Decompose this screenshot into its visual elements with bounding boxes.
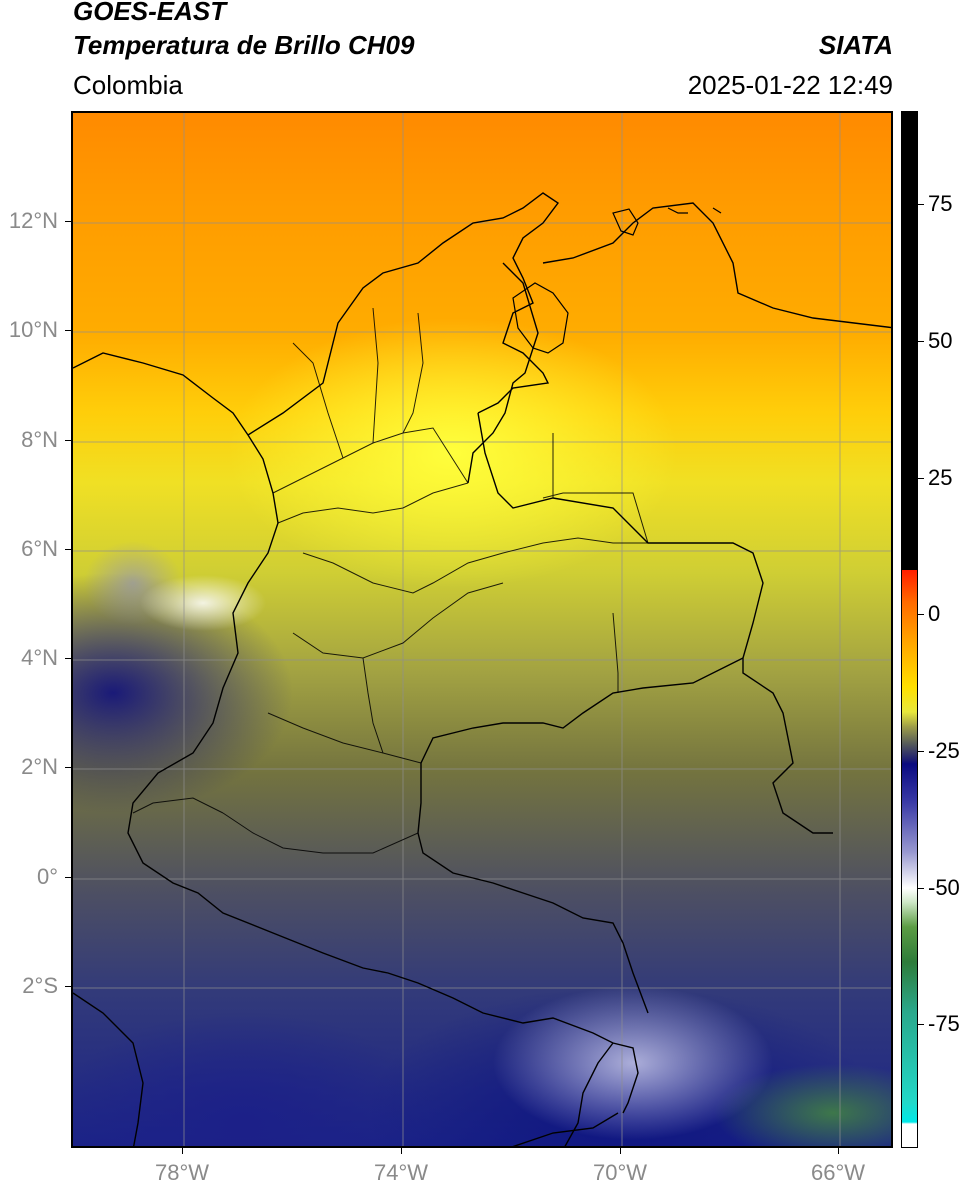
colorbar-label-0: 0 <box>928 601 941 626</box>
region-label: Colombia <box>73 70 183 100</box>
latitude-label-4n: 4°N <box>21 645 58 670</box>
coastline-islands <box>512 207 722 354</box>
latitude-label-10n: 10°N <box>8 317 58 342</box>
colorbar-label-minus-50: -50 <box>928 875 960 900</box>
colorbar-label-minus-25: -25 <box>928 738 960 763</box>
colorbar-label-75: 75 <box>928 191 953 216</box>
longitude-label-66w: 66°W <box>810 1160 866 1185</box>
colorbar-label-50: 50 <box>928 328 953 353</box>
latitude-label-2s: 2°S <box>22 973 58 998</box>
country-borders <box>73 192 891 1146</box>
map-gridlines <box>73 113 891 1146</box>
department-borders <box>132 307 649 854</box>
map-title-line-1: GOES-EAST <box>73 0 227 26</box>
latitude-label-2n: 2°N <box>21 754 58 779</box>
colorbar-label-minus-75: -75 <box>928 1011 960 1036</box>
latitude-label-8n: 8°N <box>21 427 58 452</box>
brand-label: SIATA <box>818 30 893 60</box>
longitude-label-78w: 78°W <box>154 1160 210 1185</box>
map-overlay <box>73 113 891 1146</box>
longitude-label-74w: 74°W <box>373 1160 429 1185</box>
satellite-map[interactable] <box>71 111 893 1148</box>
colorbar-label-25: 25 <box>928 465 953 490</box>
map-title-line-2: Temperatura de Brillo CH09 <box>73 30 415 60</box>
temperature-colorbar <box>901 111 918 1148</box>
timestamp-label: 2025-01-22 12:49 <box>687 70 893 100</box>
latitude-label-0: 0° <box>36 864 58 889</box>
longitude-label-70w: 70°W <box>592 1160 648 1185</box>
latitude-label-12n: 12°N <box>8 208 58 233</box>
latitude-label-6n: 6°N <box>21 536 58 561</box>
